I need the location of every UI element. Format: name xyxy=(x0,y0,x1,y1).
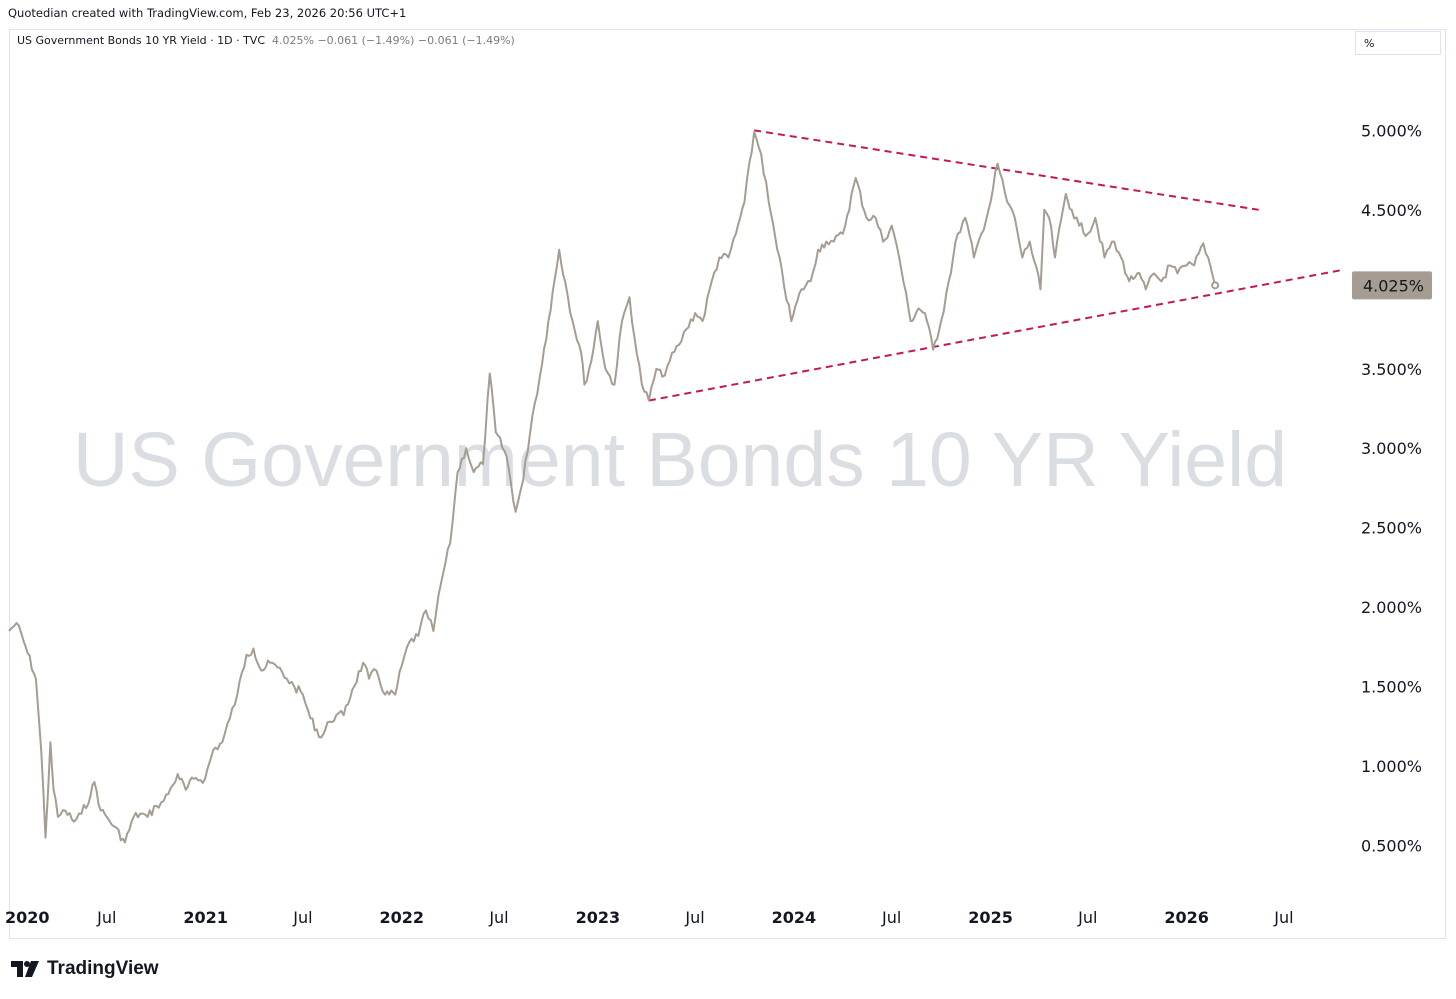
y-tick-label: 1.000% xyxy=(1361,757,1422,776)
y-tick-label: 2.500% xyxy=(1361,519,1422,538)
y-tick-label: 0.500% xyxy=(1361,837,1422,856)
trendlines-group xyxy=(648,129,1342,402)
series-line-us10y xyxy=(8,130,1217,844)
tradingview-logo[interactable]: TradingView xyxy=(11,958,159,980)
x-tick-label: Jul xyxy=(292,908,312,927)
last-price-point xyxy=(1211,281,1220,290)
y-tick-label: 2.000% xyxy=(1361,598,1422,617)
symbol-legend: US Government Bonds 10 YR Yield · 1D · T… xyxy=(17,34,515,47)
symbol-watermark: US Government Bonds 10 YR Yield xyxy=(73,417,1287,503)
y-tick-label: 4.500% xyxy=(1361,201,1422,220)
x-tick-label: Jul xyxy=(488,908,508,927)
x-tick-label: 2025 xyxy=(968,908,1013,927)
tradingview-brand: TradingView xyxy=(47,958,159,979)
trendline-lower[interactable] xyxy=(648,269,1342,402)
symbol-values: 4.025% −0.061 (−1.49%) −0.061 (−1.49%) xyxy=(272,34,515,47)
x-axis[interactable]: 2020 Jul 2021 Jul 2022 Jul 2023 Jul 2024 Jul 2025 J… xyxy=(5,908,1294,927)
x-tick-label: Jul xyxy=(1273,908,1293,927)
y-tick-label: 1.500% xyxy=(1361,678,1422,697)
x-tick-label: 2022 xyxy=(379,908,424,927)
last-price-text: 4.025% xyxy=(1363,276,1424,295)
y-tick-label: 3.000% xyxy=(1361,439,1422,458)
symbol-title[interactable]: US Government Bonds 10 YR Yield · 1D · T… xyxy=(17,34,265,47)
chart-credit: Quotedian created with TradingView.com, … xyxy=(8,6,407,20)
x-tick-label: 2023 xyxy=(576,908,621,927)
x-tick-label: 2024 xyxy=(772,908,817,927)
chart-frame xyxy=(9,29,1446,939)
y-tick-label: 5.000% xyxy=(1361,121,1422,140)
x-tick-label: Jul xyxy=(1077,908,1097,927)
x-tick-label: 2020 xyxy=(5,908,50,927)
y-tick-label: 3.500% xyxy=(1361,360,1422,379)
last-price-label: 4.025% xyxy=(1211,271,1432,300)
x-tick-label: 2026 xyxy=(1164,908,1209,927)
unit-selector[interactable]: % xyxy=(1355,31,1441,55)
last-price-badge xyxy=(1352,271,1432,300)
x-tick-label: Jul xyxy=(96,908,116,927)
x-tick-label: Jul xyxy=(684,908,704,927)
x-tick-label: 2021 xyxy=(183,908,228,927)
x-tick-label: Jul xyxy=(881,908,901,927)
unit-selector-value: % xyxy=(1364,37,1375,50)
tradingview-logo-icon xyxy=(11,961,39,977)
trendline-upper[interactable] xyxy=(754,129,1259,211)
y-axis[interactable]: 0.500% 1.000% 1.500% 2.000% 2.500% 3.000% 3.50… xyxy=(1361,121,1422,855)
